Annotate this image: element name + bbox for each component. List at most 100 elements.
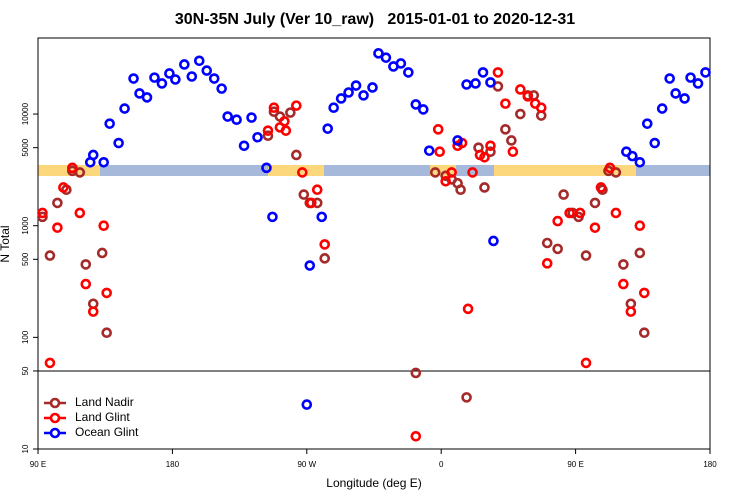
point bbox=[467, 167, 478, 178]
legend-marker bbox=[49, 427, 61, 439]
point bbox=[589, 197, 601, 209]
point bbox=[403, 67, 414, 78]
point bbox=[634, 247, 646, 259]
y-tick-label: 5000 bbox=[21, 138, 30, 156]
point bbox=[279, 116, 290, 127]
point bbox=[44, 250, 56, 261]
legend-marker bbox=[49, 397, 61, 409]
legend-item: Land Nadir bbox=[44, 395, 134, 409]
point bbox=[74, 167, 86, 178]
point bbox=[37, 211, 48, 223]
point bbox=[141, 92, 153, 103]
point bbox=[104, 118, 115, 129]
point bbox=[311, 184, 323, 196]
point bbox=[410, 367, 422, 379]
point bbox=[574, 207, 586, 219]
point bbox=[52, 222, 63, 233]
legend-label: Land Nadir bbox=[75, 395, 134, 409]
point bbox=[119, 103, 130, 114]
point bbox=[319, 253, 331, 264]
y-tick-label: 50 bbox=[21, 366, 30, 375]
land-strip bbox=[268, 165, 324, 176]
point bbox=[552, 243, 563, 255]
point bbox=[113, 137, 124, 149]
point bbox=[98, 220, 110, 232]
point bbox=[358, 90, 369, 101]
point bbox=[52, 197, 63, 209]
point bbox=[156, 78, 168, 89]
point bbox=[485, 140, 496, 152]
point bbox=[479, 151, 490, 163]
point bbox=[440, 175, 451, 187]
point bbox=[319, 239, 331, 250]
point bbox=[262, 130, 274, 141]
point bbox=[641, 118, 653, 129]
point bbox=[429, 167, 441, 178]
point bbox=[434, 146, 446, 158]
point bbox=[74, 207, 86, 219]
point bbox=[595, 182, 607, 193]
point bbox=[305, 197, 317, 209]
point bbox=[488, 235, 499, 247]
series bbox=[37, 81, 650, 403]
point bbox=[580, 250, 592, 261]
point bbox=[291, 149, 302, 161]
point bbox=[186, 71, 198, 82]
point bbox=[350, 80, 362, 91]
y-tick-label: 1000 bbox=[21, 216, 30, 234]
chart-title: 30N-35N July (Ver 10_raw) 2015-01-01 to … bbox=[175, 11, 575, 28]
point bbox=[410, 430, 422, 442]
point bbox=[44, 357, 56, 369]
point bbox=[373, 48, 384, 59]
point bbox=[80, 259, 92, 270]
point bbox=[492, 67, 504, 78]
point bbox=[564, 207, 575, 219]
point bbox=[470, 78, 481, 89]
point bbox=[87, 306, 99, 317]
point bbox=[395, 58, 407, 69]
point bbox=[96, 247, 108, 259]
ocean-strip bbox=[38, 165, 710, 176]
point bbox=[80, 278, 92, 290]
point bbox=[558, 189, 569, 200]
point bbox=[692, 78, 704, 89]
point bbox=[515, 84, 526, 95]
legend-item: Land Glint bbox=[44, 410, 130, 424]
point bbox=[262, 125, 274, 136]
point bbox=[477, 67, 489, 78]
point bbox=[634, 156, 646, 168]
point bbox=[268, 102, 280, 114]
point bbox=[252, 131, 263, 143]
legend-label: Ocean Glint bbox=[75, 425, 139, 439]
x-axis-label: Longitude (deg E) bbox=[326, 476, 421, 490]
y-tick-label: 500 bbox=[21, 252, 30, 266]
point bbox=[298, 189, 310, 200]
point bbox=[679, 93, 690, 104]
y-tick-label: 10 bbox=[21, 444, 30, 453]
point bbox=[37, 207, 48, 219]
series bbox=[84, 48, 711, 410]
y-tick-label: 10000 bbox=[21, 102, 30, 125]
point bbox=[201, 65, 213, 76]
point bbox=[610, 207, 622, 219]
point bbox=[638, 287, 650, 299]
point bbox=[500, 124, 511, 135]
point bbox=[222, 111, 233, 122]
point bbox=[507, 146, 519, 158]
point bbox=[328, 102, 339, 114]
point bbox=[261, 162, 272, 174]
point bbox=[98, 156, 110, 168]
x-tick-label: 0 bbox=[439, 460, 444, 469]
point bbox=[479, 182, 490, 193]
x-tick-label: 180 bbox=[703, 460, 717, 469]
point bbox=[170, 74, 181, 85]
point bbox=[179, 59, 190, 70]
point bbox=[625, 306, 637, 317]
point bbox=[580, 357, 592, 369]
point bbox=[461, 79, 472, 90]
point bbox=[280, 125, 292, 136]
point bbox=[656, 103, 668, 114]
point bbox=[301, 399, 313, 410]
x-tick-label: 90 E bbox=[567, 460, 583, 469]
point bbox=[410, 99, 422, 110]
